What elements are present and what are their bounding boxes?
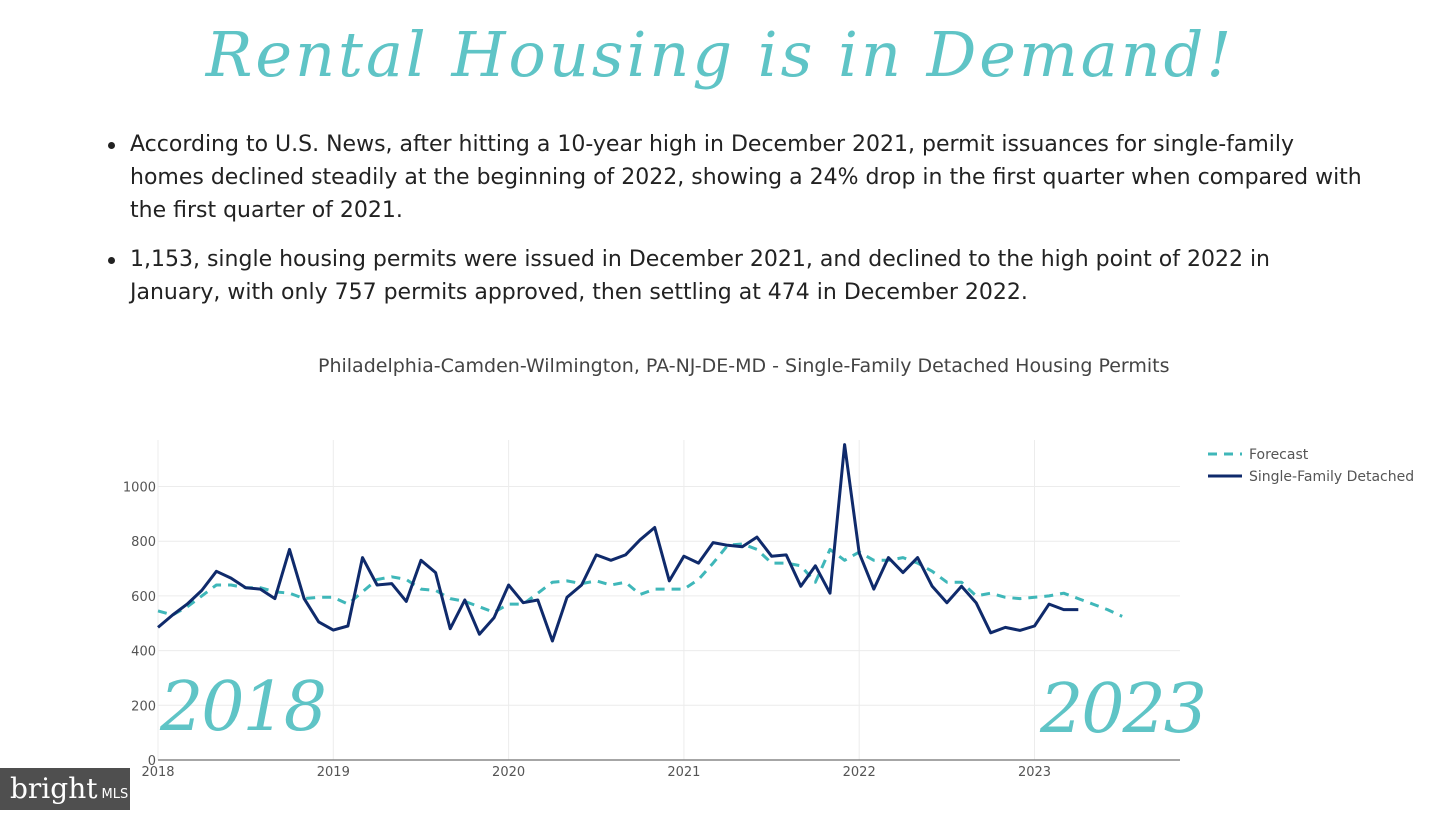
x-tick-label: 2022: [843, 765, 876, 780]
y-tick-label: 1000: [123, 480, 156, 495]
page-title: Rental Housing is in Demand!: [205, 18, 1235, 91]
y-tick-label: 200: [131, 699, 156, 714]
x-tick-label: 2021: [667, 765, 700, 780]
bullet-item: 1,153, single housing permits were issue…: [104, 243, 1364, 309]
chart-title: Philadelphia-Camden-Wilmington, PA-NJ-DE…: [318, 355, 1170, 377]
watermark-brand: bright: [10, 772, 98, 805]
watermark-suffix: MLS: [101, 787, 129, 802]
x-tick-label: 2020: [492, 765, 525, 780]
series-line-single-family-detached: [157, 443, 1079, 643]
legend-label: Single-Family Detached: [1249, 469, 1414, 485]
bullet-item: According to U.S. News, after hitting a …: [104, 128, 1364, 227]
brand-watermark: bright MLS: [0, 768, 130, 810]
y-tick-label: 600: [131, 590, 156, 605]
x-tick-label: 2018: [141, 765, 174, 780]
series-line-forecast: [157, 542, 1123, 618]
x-tick-label: 2023: [1018, 765, 1051, 780]
bullet-list: According to U.S. News, after hitting a …: [104, 128, 1364, 325]
x-tick-label: 2019: [317, 765, 350, 780]
y-tick-label: 800: [131, 535, 156, 550]
legend-label: Forecast: [1249, 447, 1309, 463]
y-tick-label: 0: [148, 754, 156, 769]
end-year-script: 2023: [1040, 670, 1207, 749]
start-year-script: 2018: [160, 668, 327, 747]
y-tick-label: 400: [131, 645, 156, 660]
